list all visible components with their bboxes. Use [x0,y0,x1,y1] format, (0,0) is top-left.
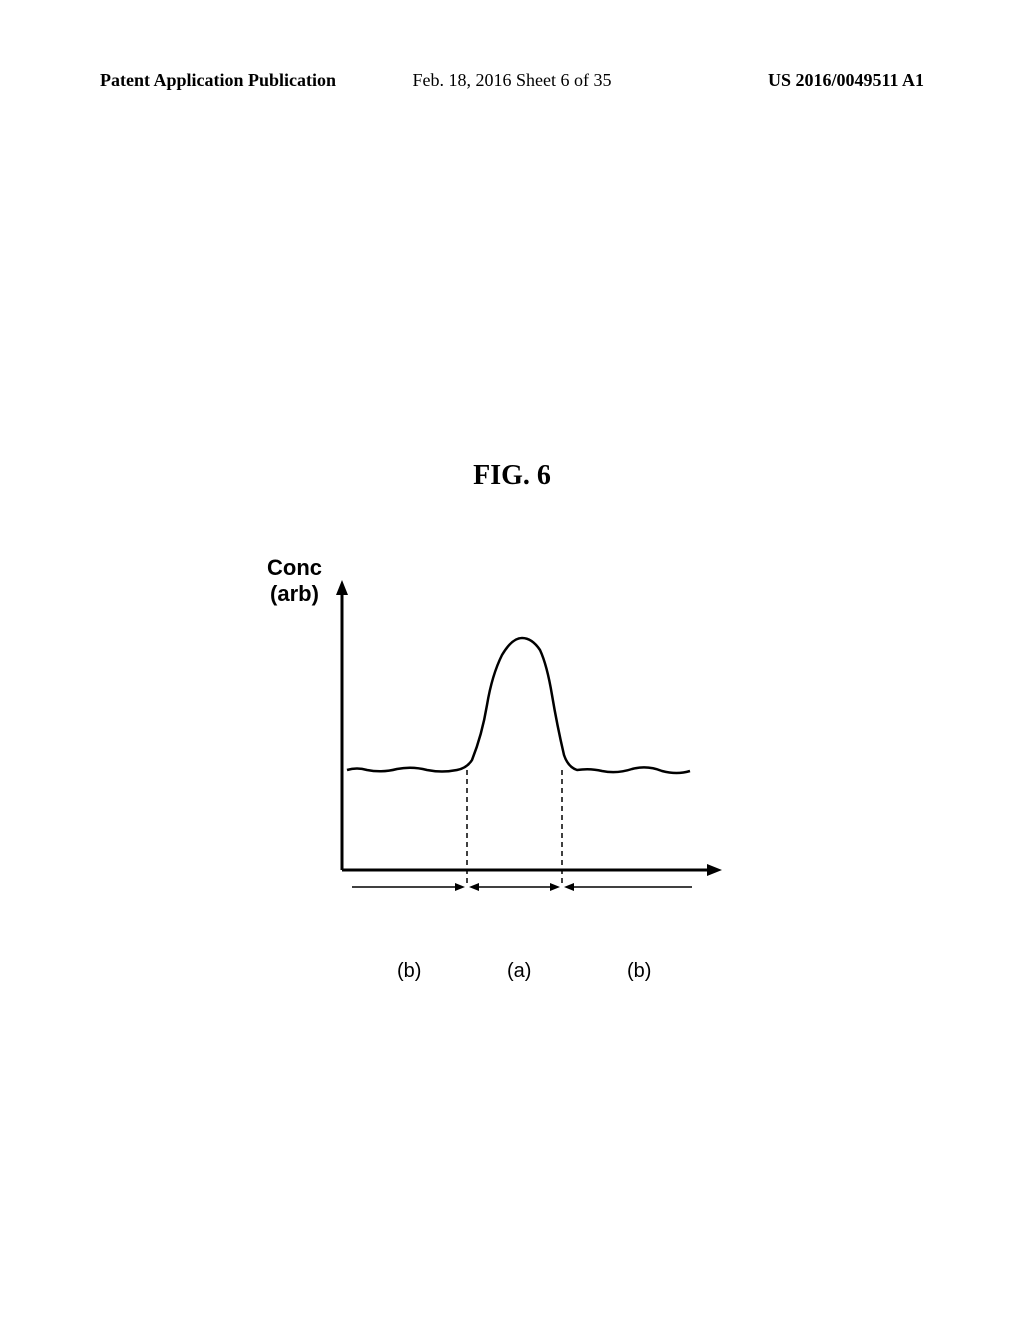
y-axis-label: Conc (arb) [267,555,322,608]
header-patent-number: US 2016/0049511 A1 [768,70,924,91]
y-axis-label-line2: (arb) [270,581,319,606]
x-label-b-right: (b) [627,960,651,983]
x-axis-arrow-icon [707,864,722,876]
page-header: Patent Application Publication Feb. 18, … [0,70,1024,91]
y-axis-label-line1: Conc [267,555,322,580]
concentration-curve [347,638,690,773]
x-label-b-left: (b) [397,960,421,983]
region-a-right-arrow-icon [550,883,560,891]
y-axis-arrow-icon [336,580,348,595]
region-a-left-arrow-icon [469,883,479,891]
region-b-right-arrow-icon [564,883,574,891]
figure-title: FIG. 6 [473,460,551,492]
x-label-a: (a) [507,960,531,983]
region-b-left-arrow-icon [455,883,465,891]
header-date-sheet: Feb. 18, 2016 Sheet 6 of 35 [413,70,612,91]
concentration-chart: Conc (arb) (b) (a) [272,560,752,930]
header-publication-type: Patent Application Publication [100,70,336,91]
chart-svg [272,560,752,930]
